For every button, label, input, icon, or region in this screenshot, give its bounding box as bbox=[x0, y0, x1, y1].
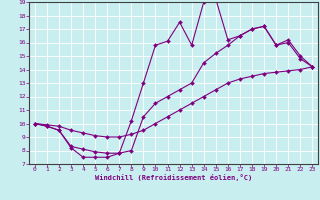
X-axis label: Windchill (Refroidissement éolien,°C): Windchill (Refroidissement éolien,°C) bbox=[95, 174, 252, 181]
